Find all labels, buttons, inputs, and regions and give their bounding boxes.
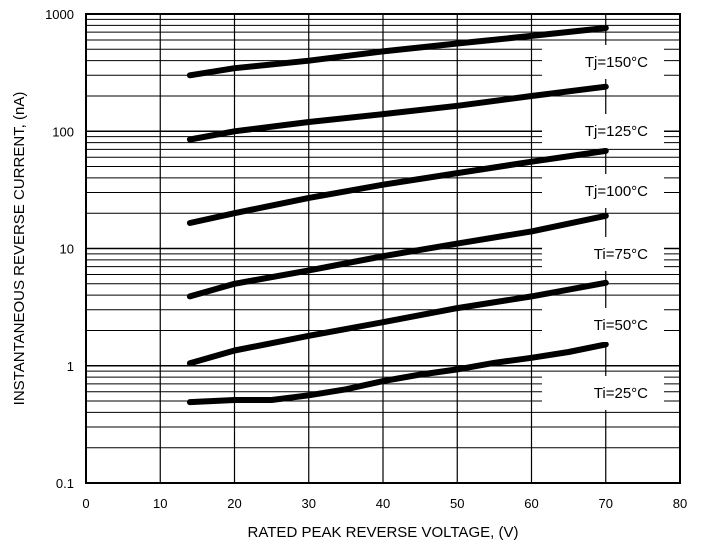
x-tick-label: 30 [302,496,316,511]
legend-label-box [542,174,664,208]
curves [186,25,609,406]
x-tick-label: 80 [673,496,687,511]
x-tick-label: 40 [376,496,390,511]
y-tick-label: 10 [60,242,74,257]
legend-label-box [542,308,664,342]
y-tick-label: 0.1 [56,476,74,491]
series-line [186,212,609,300]
legend-label-box [542,376,664,410]
legend-label-box [542,114,664,148]
legend-label: Ti=25°C [594,385,648,402]
legend-label: Tj=100°C [585,183,648,200]
curve-labels: Tj=150°C Tj=125°C Tj=100°C Ti=75°C Ti=50°C Ti… [542,45,664,410]
x-axis-label: RATED PEAK REVERSE VOLTAGE, (V) [248,524,519,541]
legend-label-box [542,237,664,271]
y-tick-label: 100 [52,124,74,139]
x-tick-label: 20 [227,496,241,511]
series-line [186,341,609,406]
series-line [186,25,609,79]
legend-label: Ti=75°C [594,246,648,263]
series-line [186,83,609,143]
plot-frame [85,13,681,484]
legend-label: Tj=150°C [585,54,648,71]
series-line [186,279,609,367]
x-tick-label: 10 [153,496,167,511]
x-tick-label: 70 [599,496,613,511]
x-tick-label: 50 [450,496,464,511]
legend-label-box [542,45,664,79]
x-tick-label: 60 [524,496,538,511]
legend-label: Tj=125°C [585,123,648,140]
y-tick-label: 1 [67,359,74,374]
legend-label: Ti=50°C [594,317,648,334]
x-tick-label: 0 [82,496,89,511]
y-axis-label: INSTANTANEOUS REVERSE CURRENT, (nA) [11,92,28,406]
tick-labels: 0 10 20 30 40 50 60 70 80 0.1 1 10 100 1000 [45,7,687,511]
series-line [186,147,609,226]
y-tick-label: 1000 [45,7,74,22]
